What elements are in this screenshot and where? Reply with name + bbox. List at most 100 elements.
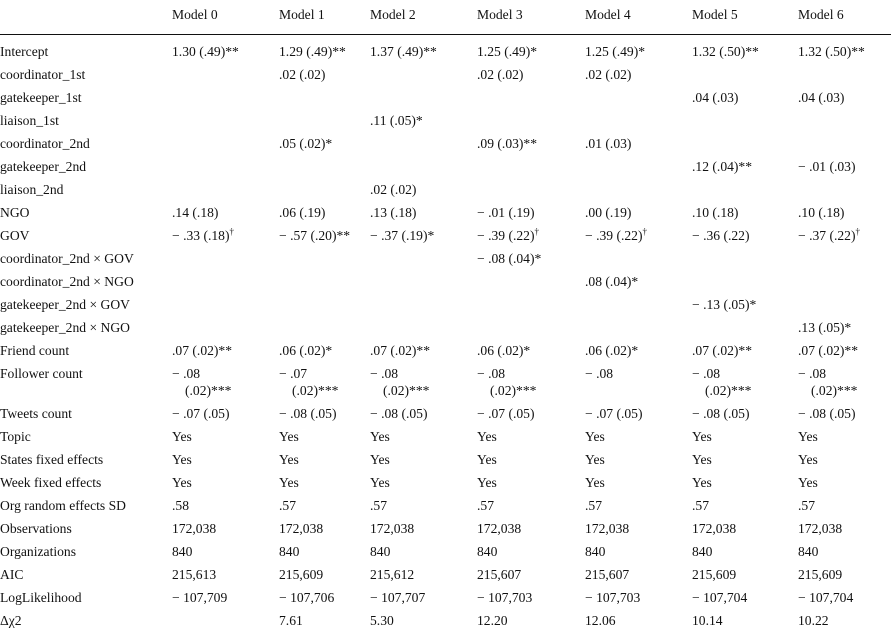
table-cell: − .08 (.04)* [477, 247, 585, 270]
cell-value: 12.06 [585, 613, 616, 628]
table-row: coordinator_2nd × GOV − .08 (.04)* [0, 247, 891, 270]
table-cell [477, 178, 585, 201]
cell-value: Yes [585, 429, 605, 444]
table-cell: .14 (.18) [172, 201, 279, 224]
row-label: liaison_2nd [0, 182, 64, 197]
row-label: Org random effects SD [0, 498, 126, 513]
cell-value: − .37 (.22) [798, 228, 856, 243]
table-cell [370, 293, 477, 316]
cell-value: 840 [585, 544, 606, 559]
cell-value-continued: (.02)*** [292, 383, 339, 398]
cell-value: 840 [477, 544, 498, 559]
table-cell [798, 109, 891, 132]
cell-value: .07 (.02)** [692, 343, 753, 358]
table-cell: .57 [370, 494, 477, 517]
cell-value: 10.22 [798, 613, 829, 628]
header-cell: Model 4 [585, 7, 631, 22]
table-cell: − 107,706 [279, 586, 370, 609]
table-cell: 215,607 [585, 563, 692, 586]
cell-value: 172,038 [692, 521, 737, 536]
table-cell: 1.25 (.49)* [585, 35, 692, 64]
table-cell: 840 [798, 540, 891, 563]
header-cell: Model 1 [279, 7, 325, 22]
cell-value: .02 (.02) [370, 182, 417, 197]
cell-value: .06 (.02)* [477, 343, 531, 358]
cell-value: 215,613 [172, 567, 217, 582]
table-cell [279, 178, 370, 201]
table-cell [172, 609, 279, 632]
table-cell [370, 86, 477, 109]
table-cell [692, 270, 798, 293]
cell-value: − .08 (.05) [370, 406, 428, 421]
table-cell: Yes [172, 425, 279, 448]
significance-marker: † [642, 226, 648, 237]
table-cell [172, 63, 279, 86]
table-cell: .02 (.02) [370, 178, 477, 201]
table-cell [279, 109, 370, 132]
table-cell: Yes [477, 425, 585, 448]
cell-value: Yes [798, 475, 818, 490]
table-cell: 172,038 [279, 517, 370, 540]
table-cell: 172,038 [477, 517, 585, 540]
cell-value: − .08 [585, 366, 614, 381]
table-cell: 215,609 [798, 563, 891, 586]
cell-value: .01 (.03) [585, 136, 632, 151]
cell-value: − .08 (.05) [798, 406, 856, 421]
cell-value: Yes [172, 475, 192, 490]
table-cell [477, 155, 585, 178]
table-row: gatekeeper_2nd .12 (.04)** − .01 (.03) [0, 155, 891, 178]
cell-value: 1.25 (.49)* [585, 44, 646, 59]
table-cell: 12.20 [477, 609, 585, 632]
cell-value: .08 (.04)* [585, 274, 639, 289]
table-cell: Yes [172, 448, 279, 471]
table-cell [279, 270, 370, 293]
row-label: liaison_1st [0, 113, 59, 128]
cell-value: 1.29 (.49)** [279, 44, 346, 59]
table-cell [585, 155, 692, 178]
cell-value: − .08 [172, 366, 201, 381]
table-cell: .06 (.02)* [477, 339, 585, 362]
cell-value: .14 (.18) [172, 205, 219, 220]
significance-marker: † [229, 226, 235, 237]
table-cell: 12.06 [585, 609, 692, 632]
row-label: gatekeeper_2nd × GOV [0, 297, 130, 312]
table-cell [692, 316, 798, 339]
cell-value: .06 (.19) [279, 205, 326, 220]
table-cell [585, 247, 692, 270]
table-cell [477, 293, 585, 316]
table-cell: − 107,703 [585, 586, 692, 609]
cell-value: − 107,706 [279, 590, 335, 605]
cell-value: .00 (.19) [585, 205, 632, 220]
table-cell: − .08 (.02)*** [798, 362, 891, 402]
table-cell: 172,038 [798, 517, 891, 540]
table-cell: − .39 (.22)† [585, 224, 692, 247]
table-row: Observations 172,038 172,038 172,038 172,038… [0, 517, 891, 540]
table-cell: − .57 (.20)** [279, 224, 370, 247]
cell-value-continued: (.02)*** [490, 383, 537, 398]
cell-value: 840 [798, 544, 819, 559]
cell-value: .02 (.02) [279, 67, 326, 82]
table-cell [279, 316, 370, 339]
table-cell: .07 (.02)** [370, 339, 477, 362]
table-row: AIC 215,613 215,609 215,612 215,607 215,607 21… [0, 563, 891, 586]
table-cell: 172,038 [370, 517, 477, 540]
cell-value: Yes [477, 429, 497, 444]
cell-value: Yes [692, 429, 712, 444]
cell-value: − .08 (.05) [692, 406, 750, 421]
cell-value: .11 (.05)* [370, 113, 423, 128]
cell-value: Yes [172, 452, 192, 467]
table-cell: − .08 (.05) [798, 402, 891, 425]
cell-value: Yes [477, 452, 497, 467]
cell-value: Yes [798, 429, 818, 444]
cell-value: − .08 [477, 366, 506, 381]
row-label: Observations [0, 521, 72, 536]
cell-value: − 107,704 [692, 590, 748, 605]
table-cell: Yes [692, 471, 798, 494]
cell-value: .57 [798, 498, 815, 513]
table-cell: .01 (.03) [585, 132, 692, 155]
cell-value: .57 [585, 498, 602, 513]
cell-value: − .08 [798, 366, 827, 381]
cell-value: .10 (.18) [798, 205, 845, 220]
table-cell: 840 [585, 540, 692, 563]
cell-value: − .07 [279, 366, 308, 381]
